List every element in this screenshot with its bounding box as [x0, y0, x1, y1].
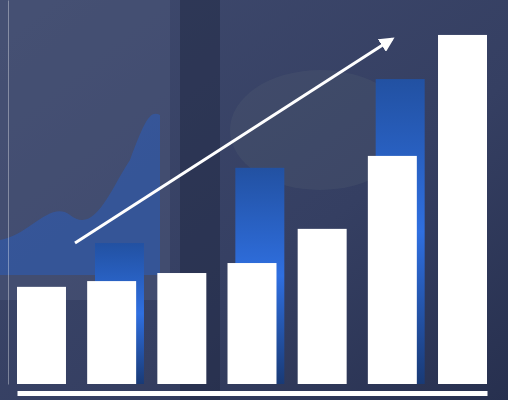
bars [17, 35, 487, 384]
bar [157, 273, 206, 384]
bar [368, 156, 417, 384]
chart [0, 0, 508, 400]
background-screen [0, 0, 170, 300]
y-axis-line [8, 1, 9, 385]
bar [298, 229, 347, 384]
y-axis [8, 1, 9, 385]
bar [87, 281, 136, 384]
trend-arrow [75, 39, 392, 243]
background [0, 0, 508, 400]
x-axis-line [18, 391, 488, 396]
bar [17, 287, 66, 384]
x-axis [18, 393, 488, 394]
bar [438, 35, 487, 384]
bar [228, 263, 277, 384]
